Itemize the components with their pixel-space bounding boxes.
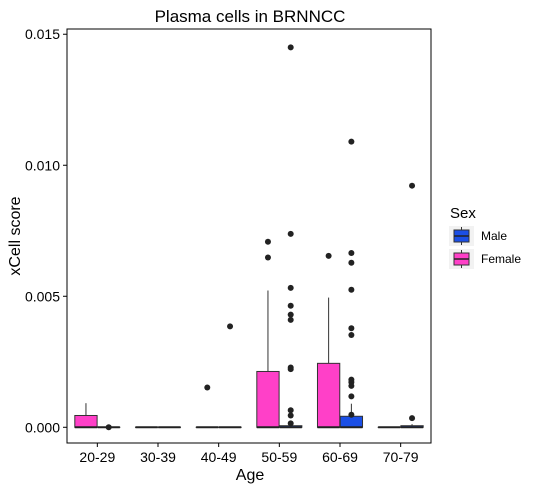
outlier-point (325, 252, 332, 259)
legend-label: Female (481, 252, 521, 266)
box-female-20-29 (74, 403, 98, 429)
x-tick-label: 30-39 (140, 449, 176, 465)
outlier-point (287, 230, 294, 237)
outlier-point (348, 286, 355, 293)
x-tick-label: 60-69 (322, 449, 358, 465)
box-male-50-59 (279, 44, 303, 429)
outlier-point (348, 332, 355, 339)
y-tick-label: 0.005 (25, 288, 60, 304)
box-iqr (339, 415, 364, 428)
outlier-point (287, 44, 294, 51)
outlier-point (287, 412, 294, 419)
legend-title: Sex (450, 205, 476, 222)
legend-item-female: Female (449, 249, 521, 269)
chart-title: Plasma cells in BRNNCC (155, 7, 346, 26)
box-iqr (74, 414, 98, 428)
outlier-point (287, 366, 294, 373)
outlier-point (348, 411, 355, 418)
outlier-point (348, 325, 355, 332)
box-female-60-69 (316, 252, 341, 429)
box-male-70-79 (400, 182, 424, 429)
y-tick-label: 0.010 (25, 157, 60, 173)
outlier-point (409, 182, 416, 189)
outlier-point (287, 316, 294, 323)
outlier-point (348, 138, 355, 145)
box-female-50-59 (256, 238, 280, 429)
outlier-point (287, 311, 294, 318)
outlier-point (105, 424, 112, 431)
outlier-point (264, 238, 271, 245)
outlier-point (227, 323, 234, 330)
boxes-layer (74, 44, 424, 431)
outlier-point (287, 420, 294, 427)
box-male-40-49 (218, 323, 242, 429)
outlier-point (204, 384, 211, 391)
y-axis-title: xCell score (7, 196, 24, 275)
x-tick-label: 20-29 (79, 449, 115, 465)
box-iqr (256, 370, 280, 428)
outlier-point (264, 254, 271, 261)
x-tick-label: 70-79 (383, 449, 419, 465)
y-tick-label: 0.000 (25, 419, 60, 435)
x-axis-title: Age (236, 467, 265, 484)
outlier-point (348, 259, 355, 266)
x-axis: 20-29 30-39 40-49 50-59 60-69 70-79 (79, 443, 419, 465)
legend: Sex Male Female (449, 205, 521, 269)
outlier-point (287, 302, 294, 309)
outlier-point (287, 407, 294, 414)
legend-label: Male (481, 229, 507, 243)
legend-item-male: Male (449, 226, 507, 246)
outlier-point (287, 284, 294, 291)
x-tick-label: 40-49 (201, 449, 237, 465)
y-tick-label: 0.015 (25, 26, 60, 42)
x-tick-label: 50-59 (261, 449, 297, 465)
outlier-point (348, 382, 355, 389)
box-male-60-69 (339, 138, 364, 429)
box-male-20-29 (97, 424, 121, 431)
outlier-point (348, 393, 355, 400)
plot-panel (66, 28, 432, 444)
outlier-point (348, 250, 355, 257)
y-axis: 0.000 0.005 0.010 0.015 (25, 26, 67, 435)
outlier-point (409, 415, 416, 422)
box-iqr (316, 362, 341, 428)
